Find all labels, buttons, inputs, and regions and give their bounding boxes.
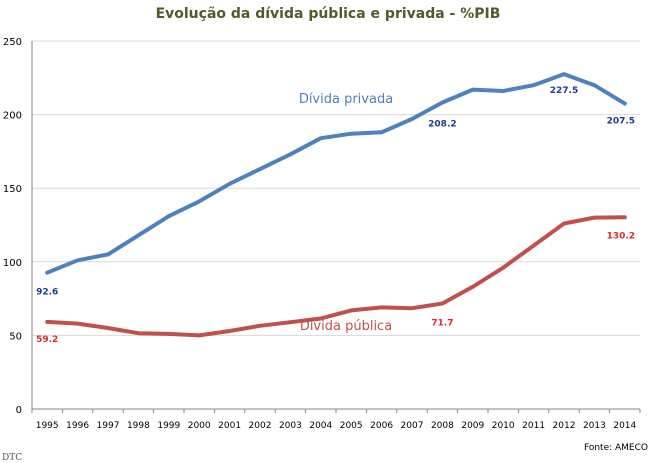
y-tick-label: 200	[3, 111, 22, 122]
data-label: 59.2	[36, 335, 58, 345]
x-tick-label: 2014	[613, 421, 636, 431]
x-tick-label: 2012	[553, 421, 576, 431]
x-tick-label: 1995	[36, 421, 59, 431]
y-tick-label: 250	[3, 37, 22, 48]
x-tick-label: 2003	[279, 421, 302, 431]
x-tick-label: 2002	[249, 421, 272, 431]
x-tick-label: 1998	[127, 421, 150, 431]
x-tick-label: 1997	[97, 421, 120, 431]
footer-fragment: DTC	[2, 453, 22, 463]
x-tick-label: 2001	[218, 421, 241, 431]
x-tick-label: 2010	[492, 421, 515, 431]
x-tick-label: 1999	[157, 421, 180, 431]
x-tick-label: 2009	[461, 421, 484, 431]
series-line-1	[47, 217, 625, 335]
y-tick-label: 100	[3, 258, 22, 269]
x-tick-label: 2013	[583, 421, 606, 431]
data-label: 130.2	[607, 231, 635, 241]
x-tick-label: 2011	[522, 421, 545, 431]
data-label: 208.2	[428, 120, 456, 130]
x-tick-label: 2006	[370, 421, 393, 431]
y-tick-label: 150	[3, 184, 22, 195]
x-tick-label: 2004	[309, 421, 332, 431]
x-tick-label: 1996	[66, 421, 89, 431]
series-label: Dívida privada	[299, 92, 393, 107]
series-label: Dívida pública	[300, 319, 392, 334]
x-tick-label: 2007	[401, 421, 424, 431]
data-label: 71.7	[431, 318, 453, 328]
x-tick-label: 2000	[188, 421, 211, 431]
y-tick-label: 0	[16, 405, 22, 416]
data-label: 92.6	[36, 288, 58, 298]
source-note: Fonte: AMECO	[584, 443, 648, 453]
data-label: 207.5	[607, 117, 635, 127]
x-tick-label: 2005	[340, 421, 363, 431]
x-tick-label: 2008	[431, 421, 454, 431]
y-tick-label: 50	[9, 331, 22, 342]
data-label: 227.5	[550, 86, 578, 96]
